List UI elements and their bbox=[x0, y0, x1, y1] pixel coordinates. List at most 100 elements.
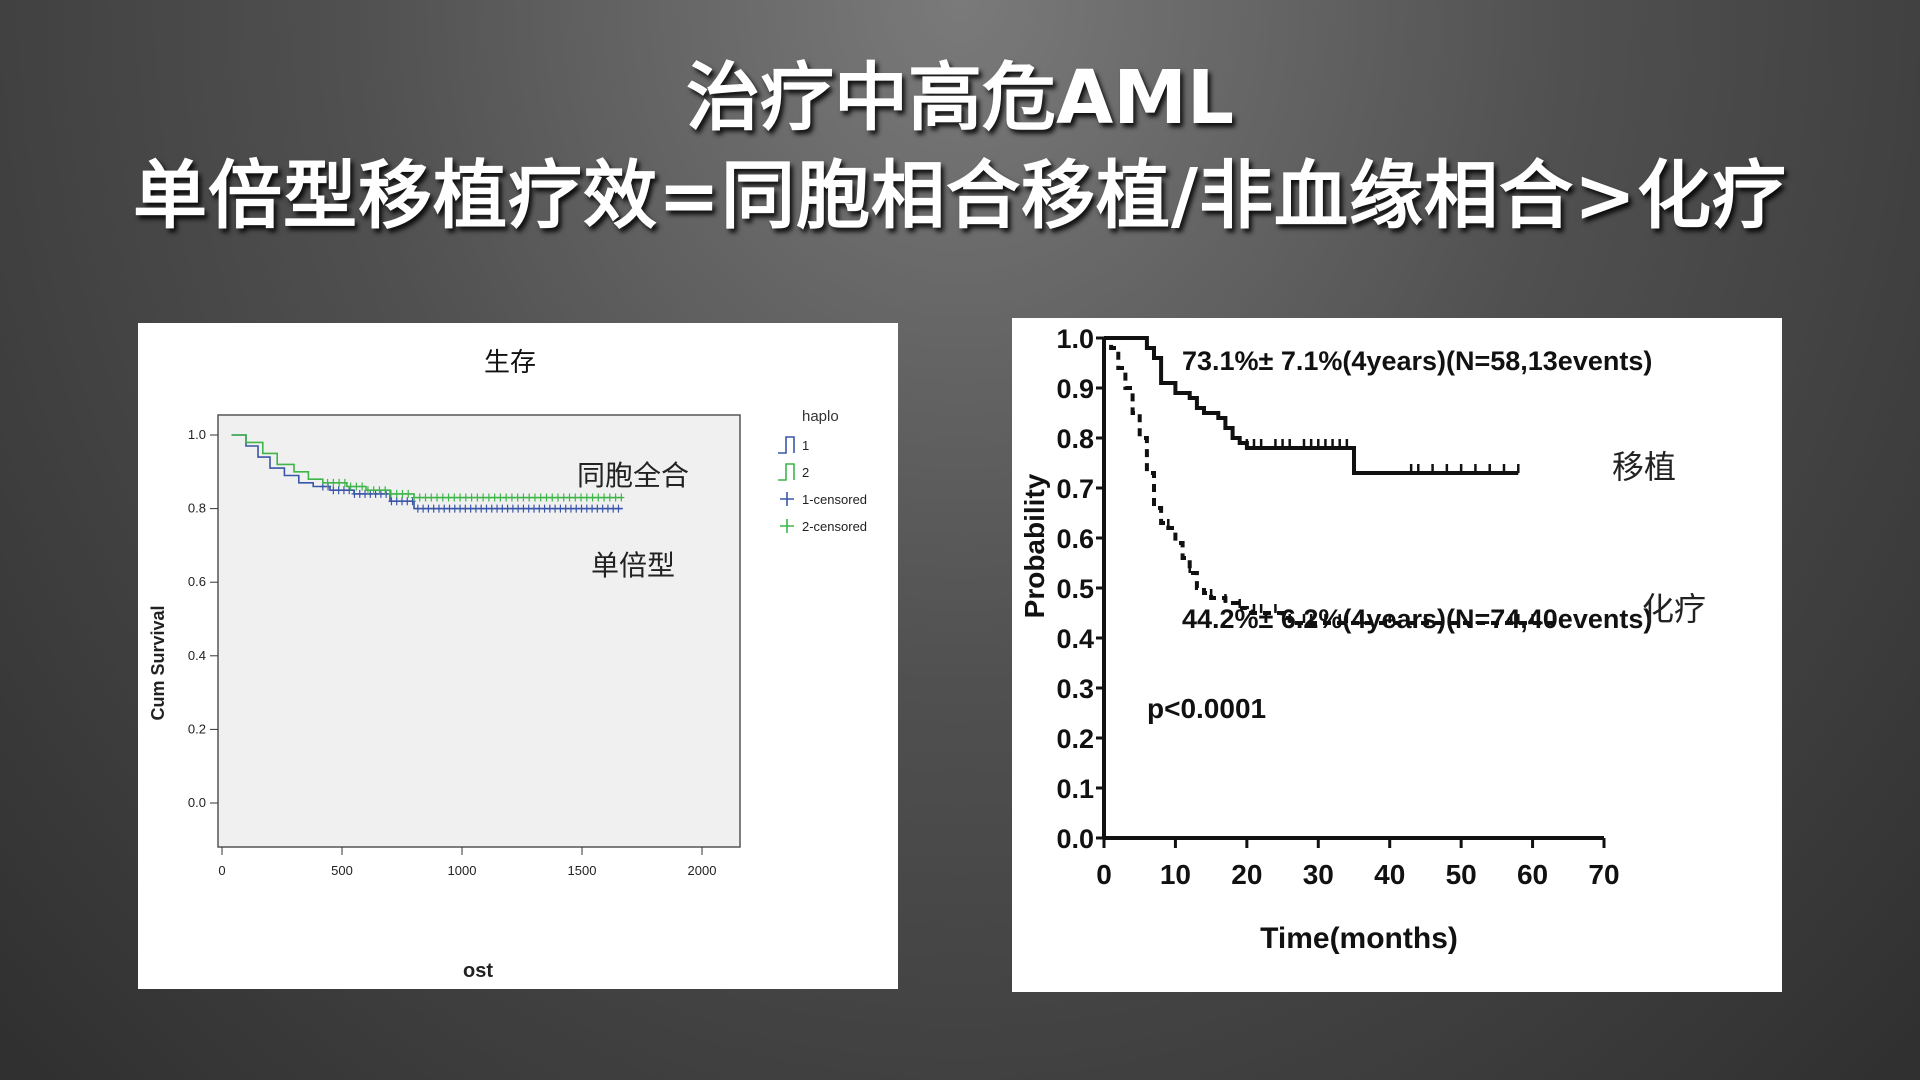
left-censor-mark bbox=[615, 504, 622, 513]
left-y-tick-label: 0.2 bbox=[188, 721, 206, 736]
left-censor-mark bbox=[566, 493, 573, 502]
right-y-tick-label: 0.1 bbox=[1056, 774, 1094, 804]
right-censor-marks-dashed bbox=[1167, 519, 1556, 623]
left-censor-mark bbox=[552, 504, 559, 513]
left-censor-mark bbox=[589, 493, 596, 502]
left-censor-mark bbox=[416, 493, 423, 502]
left-censor-mark bbox=[330, 478, 337, 487]
right-survival-chart: 0.0 0.1 0.2 0.3 0.4 0.5 0.6 0.7 0.8 0.9 1.0 0 10 20 30… bbox=[1019, 324, 1706, 955]
left-censor-mark bbox=[382, 486, 389, 495]
left-censor-mark bbox=[445, 493, 452, 502]
left-censor-mark bbox=[618, 493, 625, 502]
right-series-lines bbox=[1104, 336, 1556, 625]
left-censor-mark bbox=[478, 504, 485, 513]
left-annotation-haplo: 单倍型 bbox=[591, 549, 675, 582]
left-censor-mark bbox=[439, 493, 446, 502]
left-censor-mark bbox=[336, 478, 343, 487]
left-censor-mark bbox=[353, 482, 360, 491]
left-censor-mark bbox=[508, 493, 515, 502]
left-censor-mark bbox=[393, 489, 400, 498]
left-censor-mark bbox=[462, 504, 469, 513]
left-censor-mark bbox=[494, 504, 501, 513]
left-censor-mark bbox=[356, 489, 363, 498]
left-censor-mark bbox=[483, 504, 490, 513]
left-censor-mark bbox=[531, 504, 537, 513]
left-legend-label: 1-censored bbox=[802, 492, 867, 507]
right-axes: 0.0 0.1 0.2 0.3 0.4 0.5 0.6 0.7 0.8 0.9 1.0 0 10 20 30… bbox=[1056, 324, 1619, 890]
left-censor-mark bbox=[520, 493, 527, 502]
left-legend-swatch bbox=[780, 519, 794, 533]
left-censor-mark bbox=[503, 493, 510, 502]
left-censor-mark bbox=[515, 504, 522, 513]
left-censor-mark bbox=[499, 504, 506, 513]
left-censor-mark bbox=[434, 493, 441, 502]
right-label-transplant: 移植 bbox=[1612, 448, 1676, 486]
left-censor-mark bbox=[330, 486, 337, 495]
right-x-tick-label: 60 bbox=[1517, 859, 1548, 890]
right-x-axis-label: Time(months) bbox=[1260, 922, 1458, 955]
left-censor-mark bbox=[364, 486, 371, 495]
left-censor-mark bbox=[488, 504, 495, 513]
left-censor-mark bbox=[537, 493, 544, 502]
left-censor-mark bbox=[362, 489, 369, 498]
left-censor-mark bbox=[435, 504, 442, 513]
right-y-tick-label: 0.6 bbox=[1056, 524, 1094, 554]
left-censor-marks-2 bbox=[324, 478, 625, 502]
left-censor-mark bbox=[388, 497, 395, 506]
right-y-tick-label: 0.5 bbox=[1056, 574, 1094, 604]
right-x-tick-label: 50 bbox=[1446, 859, 1477, 890]
left-censor-mark bbox=[541, 504, 548, 513]
left-censor-mark bbox=[525, 504, 532, 513]
left-censor-mark bbox=[578, 504, 585, 513]
left-censor-mark bbox=[610, 504, 617, 513]
right-stat-transplant: 73.1%± 7.1%(4years)(N=58,13events) bbox=[1182, 346, 1652, 376]
left-censor-mark bbox=[599, 504, 606, 513]
left-censor-mark bbox=[595, 493, 602, 502]
left-censor-mark bbox=[604, 504, 611, 513]
slide-title-line1: 治疗中高危AML bbox=[685, 55, 1235, 141]
left-censor-mark bbox=[457, 504, 464, 513]
left-censor-mark bbox=[425, 504, 432, 513]
left-censor-mark bbox=[472, 504, 479, 513]
left-y-tick-label: 0.4 bbox=[188, 648, 206, 663]
right-y-axis-label: Probability bbox=[1019, 473, 1050, 618]
left-censor-mark bbox=[557, 504, 564, 513]
right-y-tick-label: 0.3 bbox=[1056, 674, 1094, 704]
slide-title-line2: 单倍型移植疗效=同胞相合移植/非血缘相合>化疗 bbox=[132, 153, 1788, 239]
left-censor-mark bbox=[340, 486, 347, 495]
left-axes: 0.0 0.2 0.4 0.6 0.8 1.0 0 500 1000 1500 2000 bbox=[188, 427, 717, 878]
left-chart-title: 生存 bbox=[484, 348, 536, 378]
left-censor-mark bbox=[370, 486, 377, 495]
left-censor-mark bbox=[441, 504, 448, 513]
left-x-axis-label: ost bbox=[463, 960, 493, 982]
left-legend-label: 2-censored bbox=[802, 519, 867, 534]
left-censor-mark bbox=[399, 497, 405, 506]
left-annotation-sibling: 同胞全合 bbox=[577, 459, 689, 492]
left-y-tick-label: 0.6 bbox=[188, 574, 206, 589]
left-censor-mark bbox=[546, 504, 553, 513]
left-censor-mark bbox=[480, 493, 487, 502]
left-censor-mark bbox=[491, 493, 498, 502]
left-censor-mark bbox=[335, 486, 342, 495]
left-censor-mark bbox=[462, 493, 469, 502]
left-censor-mark bbox=[606, 493, 613, 502]
left-censor-mark bbox=[351, 489, 358, 498]
left-series-lines bbox=[231, 434, 625, 513]
right-x-tick-label: 0 bbox=[1096, 859, 1112, 890]
left-legend-label: 2 bbox=[802, 465, 809, 480]
left-legend-swatch bbox=[780, 492, 794, 506]
left-censor-mark bbox=[567, 504, 574, 513]
left-legend-title: haplo bbox=[802, 408, 839, 425]
right-x-tick-label: 20 bbox=[1231, 859, 1262, 890]
left-legend-swatch bbox=[778, 463, 795, 481]
left-x-tick-label: 0 bbox=[218, 863, 225, 878]
right-series-line-dashed bbox=[1104, 336, 1554, 625]
left-censor-mark bbox=[430, 504, 437, 513]
left-censor-mark bbox=[583, 504, 590, 513]
right-p-value: p<0.0001 bbox=[1147, 693, 1266, 724]
left-censor-mark bbox=[589, 504, 596, 513]
left-censor-mark bbox=[549, 493, 556, 502]
left-censor-mark bbox=[504, 504, 511, 513]
left-censor-mark bbox=[560, 493, 567, 502]
right-y-tick-label: 0.9 bbox=[1056, 374, 1094, 404]
